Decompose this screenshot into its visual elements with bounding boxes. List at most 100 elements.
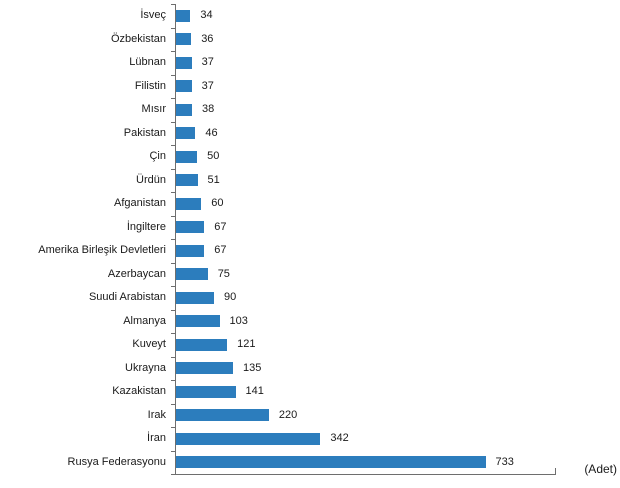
value-label: 121 <box>237 338 256 350</box>
y-axis-tick <box>171 98 175 99</box>
y-axis-tick <box>171 262 175 264</box>
category-label: Amerika Birleşik Devletleri <box>38 244 166 256</box>
bar-row: İngiltere 67 <box>0 216 620 240</box>
bar-row: Irak 220 <box>0 404 620 428</box>
category-label: Azerbaycan <box>107 267 166 280</box>
value-label: 50 <box>207 150 220 162</box>
value-label: 67 <box>214 244 227 256</box>
bar-row: Afganistan 60 <box>0 192 620 216</box>
y-axis-tick <box>171 309 175 311</box>
value-label: 38 <box>202 103 215 115</box>
y-axis-tick <box>171 27 175 29</box>
y-axis-tick <box>171 450 175 452</box>
bar-row: Suudi Arabistan 90 <box>0 286 620 310</box>
y-axis-tick <box>171 427 175 428</box>
bar <box>176 456 486 469</box>
bar-row: İran 342 <box>0 427 620 451</box>
value-label: 51 <box>207 173 220 186</box>
bar <box>176 33 192 46</box>
value-label: 34 <box>200 9 213 21</box>
y-axis-tick <box>171 333 175 334</box>
bar <box>176 9 191 22</box>
value-label: 75 <box>217 267 230 280</box>
category-label: Almanya <box>123 314 166 327</box>
y-axis-line <box>175 4 176 474</box>
bar-row: Pakistan 46 <box>0 122 620 146</box>
category-label: Suudi Arabistan <box>88 291 166 303</box>
bar-row: Kazakistan 141 <box>0 380 620 404</box>
bar <box>176 338 228 351</box>
y-axis-tick <box>171 403 175 405</box>
value-label: 67 <box>214 220 227 233</box>
bar <box>176 221 205 234</box>
category-label: Ukrayna <box>125 361 166 374</box>
value-label: 90 <box>224 291 237 303</box>
y-axis-tick <box>171 215 175 217</box>
value-label: 36 <box>201 32 214 45</box>
value-label: 342 <box>330 432 349 444</box>
category-label: Irak <box>147 408 166 421</box>
y-axis-tick <box>171 51 175 52</box>
bar-row: Çin 50 <box>0 145 620 169</box>
bar-row: Ürdün 51 <box>0 169 620 193</box>
category-label: Kazakistan <box>112 385 166 397</box>
bar <box>176 268 208 281</box>
y-axis-tick <box>171 145 175 146</box>
y-axis-tick <box>171 239 175 240</box>
y-axis-tick <box>171 474 175 475</box>
category-label: Mısır <box>141 103 166 115</box>
bar <box>176 103 192 116</box>
bar <box>176 197 202 210</box>
bar <box>176 244 205 257</box>
bar-rows-container: İsveç 34 Özbekistan 36 Lübnan 37 Filistin 37 Mıs… <box>0 4 620 474</box>
bar-row: Rusya Federasyonu 733 <box>0 451 620 475</box>
category-label: İsveç <box>140 9 166 21</box>
y-axis-tick <box>171 74 175 76</box>
bar-row: Filistin 37 <box>0 75 620 99</box>
bar-row: Ukrayna 135 <box>0 357 620 381</box>
value-label: 103 <box>229 314 248 327</box>
bar-row: Kuveyt 121 <box>0 333 620 357</box>
value-label: 60 <box>211 197 224 209</box>
bar <box>176 385 236 398</box>
bar <box>176 174 198 187</box>
axis-unit-label: (Adet) <box>584 462 617 476</box>
x-axis-line <box>175 474 556 475</box>
bar-row: Almanya 103 <box>0 310 620 334</box>
y-axis-tick <box>171 380 175 381</box>
category-label: Rusya Federasyonu <box>67 455 166 468</box>
bar <box>176 362 233 375</box>
y-axis-tick <box>171 192 175 193</box>
bar <box>176 432 321 445</box>
bar-row: Özbekistan 36 <box>0 28 620 52</box>
bar <box>176 80 192 93</box>
category-label: İngiltere <box>126 220 166 233</box>
category-label: Filistin <box>134 79 166 92</box>
value-label: 37 <box>201 79 214 92</box>
category-label: Kuveyt <box>132 338 166 350</box>
category-label: Afganistan <box>114 197 166 209</box>
y-axis-tick <box>171 356 175 358</box>
bar-row: Lübnan 37 <box>0 51 620 75</box>
y-axis-tick <box>171 4 175 5</box>
category-label: Pakistan <box>123 126 166 139</box>
category-label: Ürdün <box>136 173 166 186</box>
value-label: 135 <box>243 361 262 374</box>
category-label: Özbekistan <box>110 32 166 45</box>
value-label: 220 <box>278 408 298 421</box>
bar <box>176 56 192 69</box>
bar <box>176 315 220 328</box>
value-label: 141 <box>245 385 264 397</box>
y-axis-tick <box>171 121 175 123</box>
category-label: İran <box>147 432 166 444</box>
y-axis-tick <box>171 286 175 287</box>
bar-row: İsveç 34 <box>0 4 620 28</box>
bar <box>176 291 214 304</box>
bar <box>176 127 196 140</box>
value-label: 46 <box>205 126 218 139</box>
bar-row: Azerbaycan 75 <box>0 263 620 287</box>
bar <box>176 409 269 422</box>
x-axis-end-tick <box>555 468 556 475</box>
